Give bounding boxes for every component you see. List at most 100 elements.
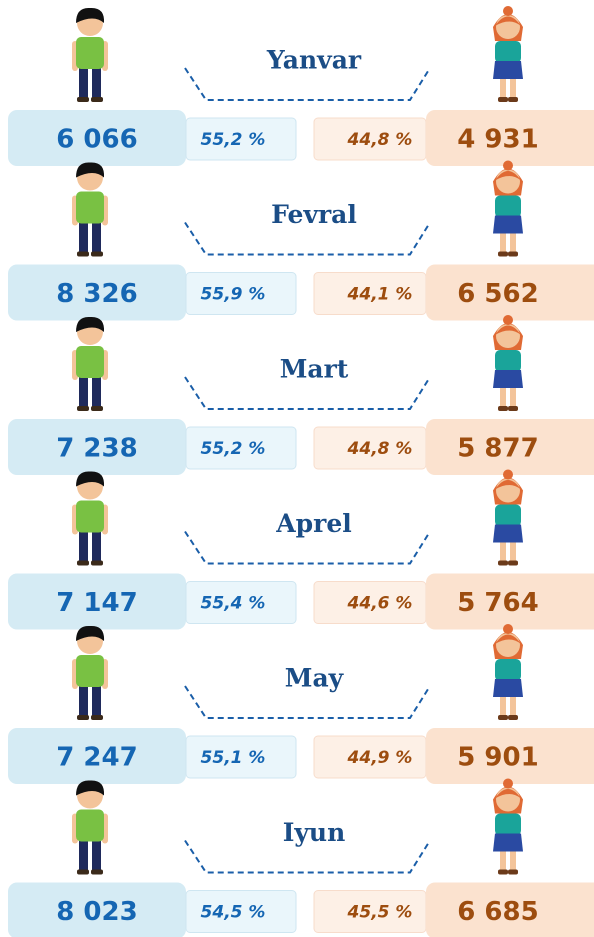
girl-shoe bbox=[498, 561, 508, 566]
girl-skirt bbox=[493, 61, 523, 79]
female-count: 5 877 bbox=[457, 434, 538, 464]
female-share: 44,6 % bbox=[347, 594, 413, 614]
female-share: 45,5 % bbox=[347, 903, 413, 923]
girl-leg bbox=[500, 695, 506, 717]
month-name: Mart bbox=[280, 355, 349, 384]
girl-bun bbox=[503, 161, 513, 171]
girl-leg bbox=[510, 77, 516, 99]
month-name: May bbox=[285, 664, 345, 693]
male-count: 8 326 bbox=[56, 279, 137, 309]
female-count: 5 901 bbox=[457, 743, 538, 773]
month-block: Yanvar 6 066 55,2 % 44,8 % 4 931 bbox=[8, 6, 594, 166]
boy-leg bbox=[79, 67, 88, 99]
boy-shoe bbox=[91, 870, 103, 875]
girl-skirt bbox=[493, 834, 523, 852]
boy-leg bbox=[92, 531, 101, 563]
male-count: 6 066 bbox=[56, 125, 137, 155]
month-block: Iyun 8 023 54,5 % 45,5 % 6 685 bbox=[8, 779, 594, 937]
female-share: 44,8 % bbox=[347, 439, 413, 459]
month-block: Mart 7 238 55,2 % 44,8 % 5 877 bbox=[8, 315, 594, 475]
girl-shoe bbox=[498, 97, 508, 102]
girl-shirt bbox=[495, 350, 521, 372]
female-share: 44,1 % bbox=[347, 285, 413, 305]
boy-shoe bbox=[77, 406, 89, 411]
girl-leg bbox=[500, 850, 506, 872]
girl-skirt bbox=[493, 370, 523, 388]
boy-leg bbox=[79, 531, 88, 563]
girl-shoe bbox=[508, 715, 518, 720]
girl-bun bbox=[503, 624, 513, 634]
boy-leg bbox=[92, 685, 101, 717]
boy-shirt bbox=[76, 346, 104, 378]
girl-shoe bbox=[508, 561, 518, 566]
male-count: 8 023 bbox=[56, 897, 137, 927]
boy-shoe bbox=[77, 870, 89, 875]
boy-shoe bbox=[91, 97, 103, 102]
boy-shoe bbox=[77, 97, 89, 102]
girl-shirt bbox=[495, 196, 521, 218]
girl-shoe bbox=[498, 870, 508, 875]
boy-leg bbox=[79, 376, 88, 408]
girl-shoe bbox=[508, 406, 518, 411]
boy-shoe bbox=[77, 252, 89, 257]
female-count: 5 764 bbox=[457, 588, 538, 618]
girl-leg bbox=[510, 695, 516, 717]
boy-shoe bbox=[77, 561, 89, 566]
female-count: 6 685 bbox=[457, 897, 538, 927]
female-share: 44,9 % bbox=[347, 748, 413, 768]
infographic: Yanvar6 06655,2 %44,8 %4 931Fevral8 3265… bbox=[0, 0, 594, 937]
girl-bun bbox=[503, 315, 513, 325]
girl-shoe bbox=[508, 870, 518, 875]
girl-leg bbox=[500, 386, 506, 408]
male-share: 55,1 % bbox=[201, 748, 266, 768]
male-count: 7 238 bbox=[56, 434, 137, 464]
boy-shirt bbox=[76, 810, 104, 842]
girl-shirt bbox=[495, 41, 521, 63]
male-count: 7 147 bbox=[56, 588, 137, 618]
girl-shoe bbox=[498, 715, 508, 720]
female-share: 44,8 % bbox=[347, 130, 413, 150]
boy-leg bbox=[79, 840, 88, 872]
boy-shoe bbox=[77, 715, 89, 720]
boy-shirt bbox=[76, 192, 104, 224]
female-count: 4 931 bbox=[457, 125, 538, 155]
month-name: Yanvar bbox=[266, 46, 362, 75]
girl-shirt bbox=[495, 505, 521, 527]
girl-bun bbox=[503, 6, 513, 16]
girl-shoe bbox=[508, 97, 518, 102]
boy-shoe bbox=[91, 715, 103, 720]
girl-leg bbox=[510, 541, 516, 563]
boy-shirt bbox=[76, 655, 104, 687]
female-count: 6 562 bbox=[457, 279, 538, 309]
boy-leg bbox=[92, 840, 101, 872]
girl-shirt bbox=[495, 814, 521, 836]
male-share: 54,5 % bbox=[201, 903, 266, 923]
girl-leg bbox=[500, 232, 506, 254]
girl-leg bbox=[510, 386, 516, 408]
girl-skirt bbox=[493, 525, 523, 543]
boy-leg bbox=[79, 685, 88, 717]
boy-shoe bbox=[91, 561, 103, 566]
girl-leg bbox=[510, 232, 516, 254]
boy-leg bbox=[92, 222, 101, 254]
month-block: Aprel 7 147 55,4 % 44,6 % 5 764 bbox=[8, 470, 594, 630]
boy-shirt bbox=[76, 501, 104, 533]
girl-bun bbox=[503, 470, 513, 480]
girl-leg bbox=[500, 541, 506, 563]
male-share: 55,2 % bbox=[201, 130, 266, 150]
boy-shoe bbox=[91, 406, 103, 411]
girl-skirt bbox=[493, 679, 523, 697]
girl-shirt bbox=[495, 659, 521, 681]
girl-shoe bbox=[498, 406, 508, 411]
girl-bun bbox=[503, 779, 513, 789]
male-share: 55,2 % bbox=[201, 439, 266, 459]
girl-leg bbox=[500, 77, 506, 99]
girl-leg bbox=[510, 850, 516, 872]
boy-leg bbox=[79, 222, 88, 254]
month-name: Iyun bbox=[283, 818, 346, 847]
male-share: 55,4 % bbox=[201, 594, 266, 614]
boy-leg bbox=[92, 67, 101, 99]
month-name: Aprel bbox=[275, 509, 351, 538]
